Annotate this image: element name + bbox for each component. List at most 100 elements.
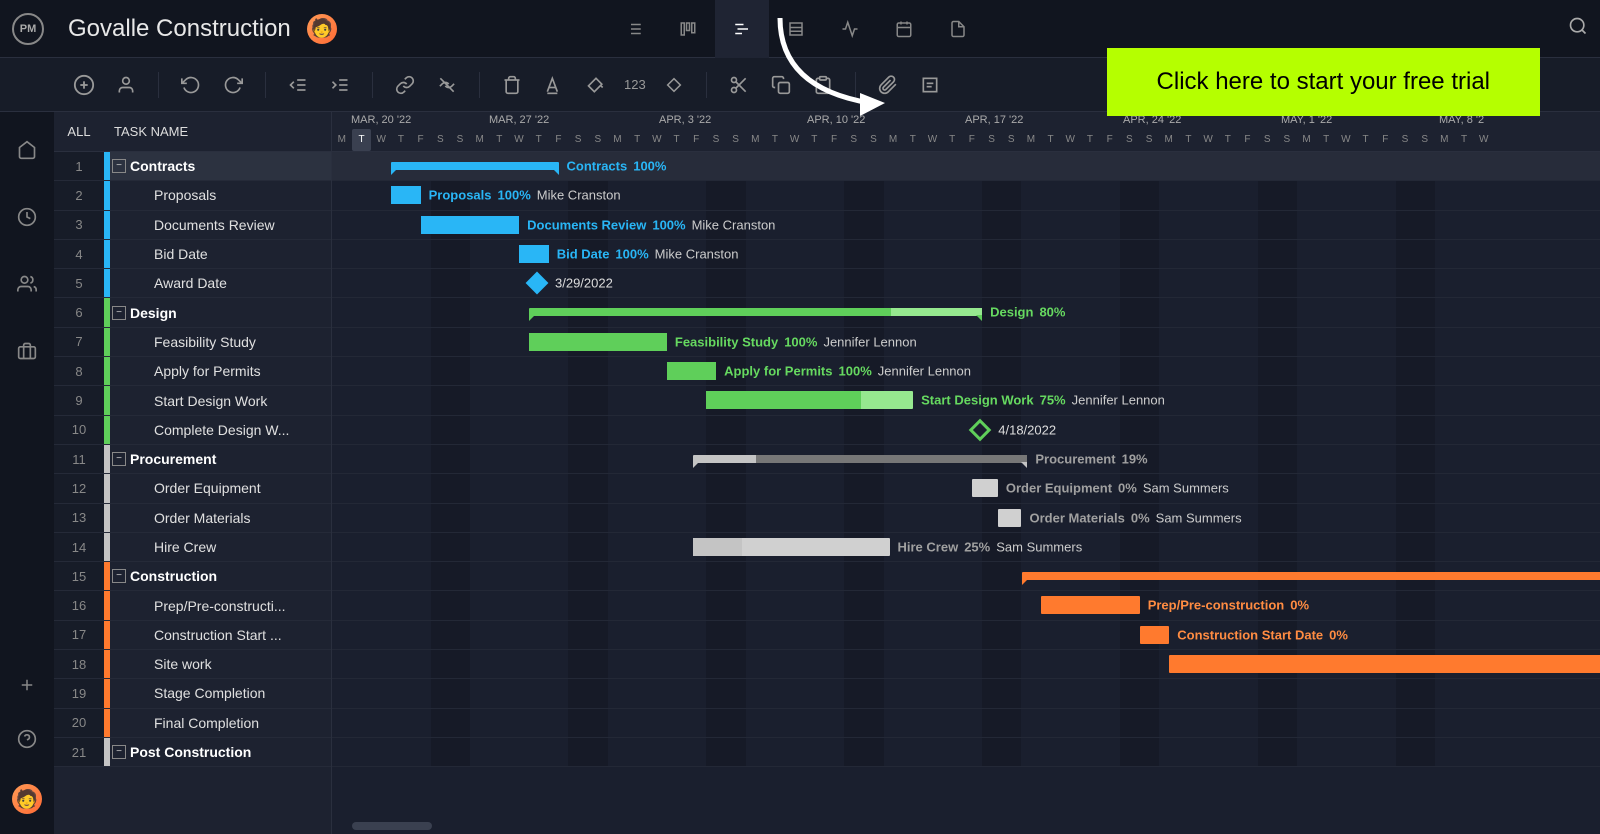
summary-bar[interactable] (1022, 572, 1600, 580)
task-row[interactable]: 11−Procurement (54, 445, 331, 474)
view-list-icon[interactable] (607, 0, 661, 58)
unlink-icon[interactable] (433, 71, 461, 99)
task-row[interactable]: 3Documents Review (54, 211, 331, 240)
task-bar[interactable]: Bid Date100%Mike Cranston (519, 245, 549, 263)
task-row[interactable]: 18Site work (54, 650, 331, 679)
view-sheet-icon[interactable] (769, 0, 823, 58)
help-icon[interactable] (17, 729, 37, 754)
gantt-row[interactable] (332, 709, 1600, 738)
task-row[interactable]: 8Apply for Permits (54, 357, 331, 386)
view-activity-icon[interactable] (823, 0, 877, 58)
task-row[interactable]: 9Start Design Work (54, 386, 331, 415)
user-icon[interactable] (112, 71, 140, 99)
task-bar[interactable]: Apply for Permits100%Jennifer Lennon (667, 362, 716, 380)
cut-icon[interactable] (725, 71, 753, 99)
task-row[interactable]: 13Order Materials (54, 504, 331, 533)
gantt-row[interactable]: 3/29/2022 (332, 269, 1600, 298)
summary-bar[interactable]: Design80% (529, 308, 982, 316)
gantt-row[interactable]: Bid Date100%Mike Cranston (332, 240, 1600, 269)
task-row[interactable]: 4Bid Date (54, 240, 331, 269)
attach-icon[interactable] (874, 71, 902, 99)
gantt-row[interactable]: Prep/Pre-construction0% (332, 591, 1600, 620)
expand-toggle-icon[interactable]: − (112, 306, 126, 320)
task-bar[interactable]: Order Equipment0%Sam Summers (972, 479, 998, 497)
gantt-row[interactable]: Procurement19% (332, 445, 1600, 474)
task-bar[interactable]: Start Design Work75%Jennifer Lennon (706, 391, 913, 409)
gantt-row[interactable]: Documents Review100%Mike Cranston (332, 211, 1600, 240)
gantt-row[interactable]: Design80% (332, 298, 1600, 327)
expand-toggle-icon[interactable]: − (112, 745, 126, 759)
task-row[interactable]: 12Order Equipment (54, 474, 331, 503)
view-calendar-icon[interactable] (877, 0, 931, 58)
summary-bar[interactable]: Contracts100% (391, 162, 558, 170)
gantt-row[interactable]: Construction Start Date0% (332, 621, 1600, 650)
task-row[interactable]: 7Feasibility Study (54, 328, 331, 357)
gantt-row[interactable] (332, 679, 1600, 708)
project-avatar[interactable] (307, 14, 337, 44)
gantt-row[interactable]: Start Design Work75%Jennifer Lennon (332, 386, 1600, 415)
copy-icon[interactable] (767, 71, 795, 99)
col-all[interactable]: ALL (54, 124, 104, 139)
col-task-name[interactable]: TASK NAME (104, 124, 188, 139)
gantt-row[interactable]: Feasibility Study100%Jennifer Lennon (332, 328, 1600, 357)
task-row[interactable]: 10Complete Design W... (54, 416, 331, 445)
gantt-row[interactable]: Hire Crew25%Sam Summers (332, 533, 1600, 562)
task-bar[interactable] (1169, 655, 1600, 673)
gantt-row[interactable]: Apply for Permits100%Jennifer Lennon (332, 357, 1600, 386)
task-row[interactable]: 1−Contracts (54, 152, 331, 181)
briefcase-icon[interactable] (17, 341, 37, 366)
task-row[interactable]: 17Construction Start ... (54, 621, 331, 650)
team-icon[interactable] (17, 274, 37, 299)
milestone-marker[interactable] (969, 418, 992, 441)
view-file-icon[interactable] (931, 0, 985, 58)
expand-toggle-icon[interactable]: − (112, 159, 126, 173)
expand-toggle-icon[interactable]: − (112, 569, 126, 583)
milestone-marker[interactable] (526, 272, 549, 295)
font-icon[interactable] (540, 71, 568, 99)
gantt-row[interactable]: Order Materials0%Sam Summers (332, 504, 1600, 533)
home-icon[interactable] (17, 140, 37, 165)
paste-icon[interactable] (809, 71, 837, 99)
task-row[interactable]: 16Prep/Pre-constructi... (54, 591, 331, 620)
view-gantt-icon[interactable] (715, 0, 769, 58)
trash-icon[interactable] (498, 71, 526, 99)
gantt-row[interactable]: Order Equipment0%Sam Summers (332, 474, 1600, 503)
fill-icon[interactable] (582, 71, 610, 99)
outdent-icon[interactable] (284, 71, 312, 99)
cta-banner[interactable]: Click here to start your free trial (1107, 48, 1540, 116)
task-row[interactable]: 20Final Completion (54, 709, 331, 738)
add-icon[interactable] (70, 71, 98, 99)
gantt-row[interactable]: Contracts100% (332, 152, 1600, 181)
task-bar[interactable]: Proposals100%Mike Cranston (391, 186, 421, 204)
undo-icon[interactable] (177, 71, 205, 99)
task-row[interactable]: 19Stage Completion (54, 679, 331, 708)
expand-toggle-icon[interactable]: − (112, 452, 126, 466)
plus-icon[interactable] (18, 676, 36, 699)
task-bar[interactable]: Feasibility Study100%Jennifer Lennon (529, 333, 667, 351)
gantt-row[interactable] (332, 738, 1600, 767)
summary-bar[interactable]: Procurement19% (693, 455, 1028, 463)
task-row[interactable]: 21−Post Construction (54, 738, 331, 767)
logo-badge[interactable]: PM (12, 13, 44, 45)
diamond-icon[interactable] (660, 71, 688, 99)
task-row[interactable]: 15−Construction (54, 562, 331, 591)
note-icon[interactable] (916, 71, 944, 99)
gantt-row[interactable]: Proposals100%Mike Cranston (332, 181, 1600, 210)
task-row[interactable]: 14Hire Crew (54, 533, 331, 562)
task-bar[interactable]: Documents Review100%Mike Cranston (421, 216, 520, 234)
number-icon[interactable]: 123 (624, 71, 646, 99)
task-bar[interactable]: Order Materials0%Sam Summers (998, 509, 1022, 527)
gantt-row[interactable]: 4/18/2022 (332, 416, 1600, 445)
user-avatar[interactable] (12, 784, 42, 814)
task-row[interactable]: 2Proposals (54, 181, 331, 210)
task-row[interactable]: 6−Design (54, 298, 331, 327)
search-icon[interactable] (1568, 16, 1588, 41)
task-bar[interactable]: Construction Start Date0% (1140, 626, 1170, 644)
task-bar[interactable]: Hire Crew25%Sam Summers (693, 538, 890, 556)
link-icon[interactable] (391, 71, 419, 99)
scrollbar-horizontal[interactable] (352, 822, 432, 830)
redo-icon[interactable] (219, 71, 247, 99)
view-board-icon[interactable] (661, 0, 715, 58)
clock-icon[interactable] (17, 207, 37, 232)
gantt-body[interactable]: Contracts100%Proposals100%Mike CranstonD… (332, 152, 1600, 767)
